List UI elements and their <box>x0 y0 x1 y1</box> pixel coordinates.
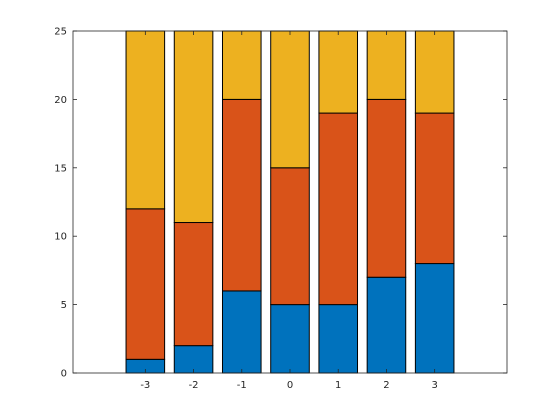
x-tick-label: 3 <box>431 380 437 391</box>
x-tick-label: -3 <box>140 380 150 391</box>
bar-segment-s1-x-2 <box>173 345 214 374</box>
bar-segment-s3-x2 <box>366 30 407 100</box>
x-tick-label: 2 <box>383 380 389 391</box>
bar-segment-s2-x3 <box>414 112 455 265</box>
bar-segment-s1-x-1 <box>221 290 262 374</box>
bar-segment-s2-x0 <box>270 167 310 306</box>
bar-segment-s3-x-3 <box>125 30 166 210</box>
bar-segment-s1-x3 <box>414 263 455 374</box>
bars-layer <box>125 30 455 374</box>
x-tick-label: -2 <box>189 380 199 391</box>
bar-segment-s3-x-2 <box>173 30 214 224</box>
y-tick-label: 25 <box>54 27 67 38</box>
bar-segment-s1-x1 <box>318 304 359 374</box>
bar-segment-s2-x1 <box>318 112 359 306</box>
bar-segment-s3-x1 <box>318 30 359 114</box>
bar-segment-s1-x2 <box>366 276 407 374</box>
y-tick-label: 10 <box>54 232 67 243</box>
bar-segment-s2-x-1 <box>221 98 262 292</box>
bar-segment-s1-x0 <box>270 304 310 374</box>
bar-segment-s3-x0 <box>270 30 310 169</box>
y-tick-label: 15 <box>54 163 67 174</box>
x-tick-label: 1 <box>335 380 341 391</box>
ticks-layer: -3 -2 -1 0 1 2 3 0 5 10 15 20 25 <box>54 27 507 391</box>
x-tick-label: -1 <box>237 380 247 391</box>
bar-segment-s2-x2 <box>366 98 407 278</box>
y-tick-label: 20 <box>54 95 67 106</box>
bar-segment-s3-x-1 <box>221 30 262 100</box>
bar-segment-s2-x-3 <box>125 208 166 360</box>
bar-segment-s2-x-2 <box>173 222 214 347</box>
y-tick-label: 0 <box>61 369 67 380</box>
x-tick-label: 0 <box>287 380 293 391</box>
y-tick-label: 5 <box>61 300 67 311</box>
bar-segment-s3-x3 <box>414 30 455 114</box>
